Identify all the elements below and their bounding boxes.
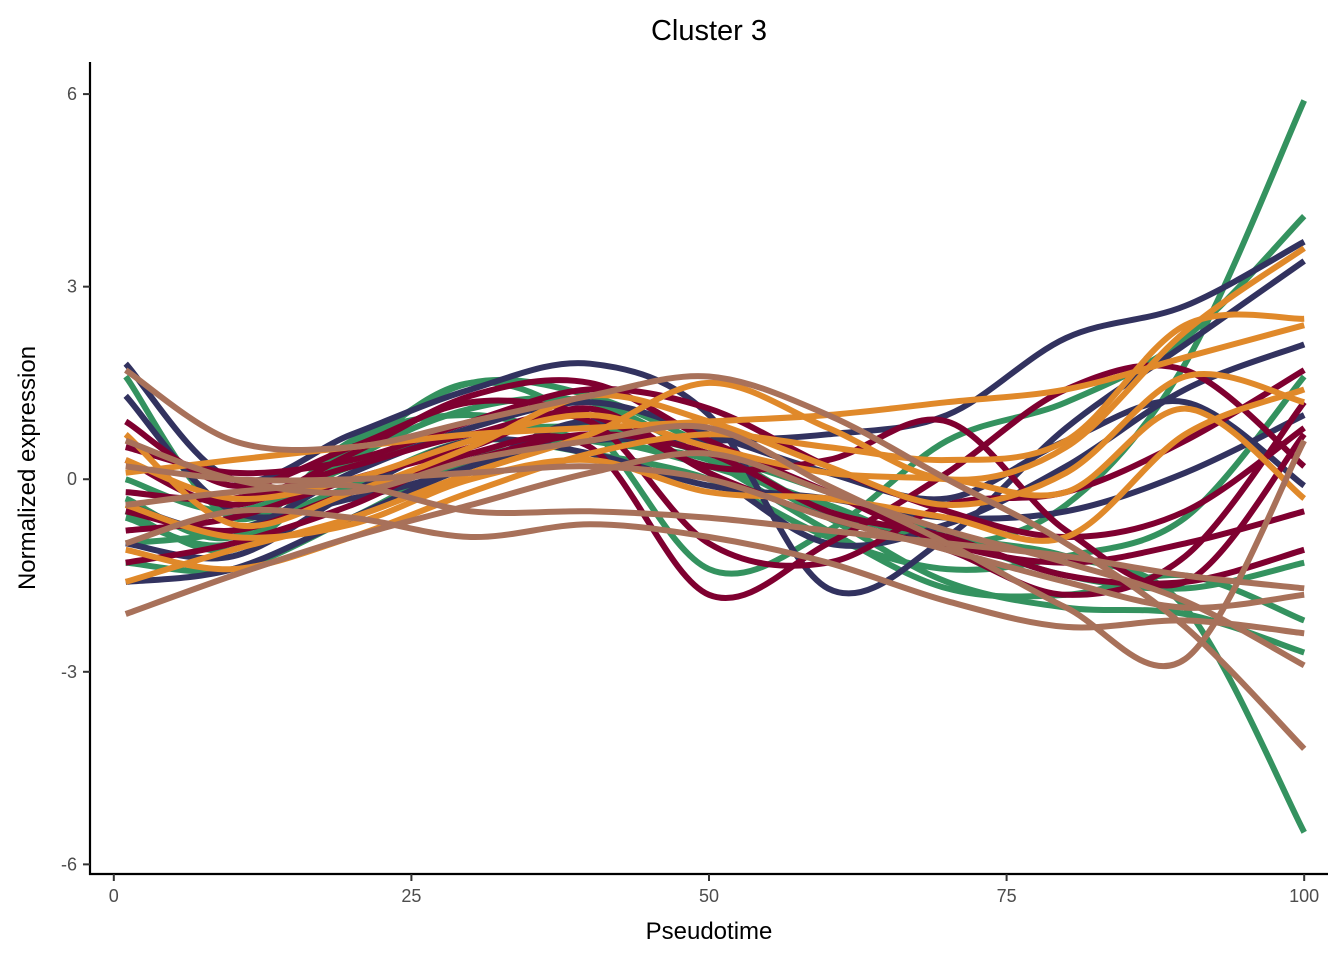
x-tick-label: 50 [699, 886, 719, 906]
x-tick-label: 25 [401, 886, 421, 906]
series-line-22 [123, 371, 1305, 530]
y-axis-title: Normalized expression [14, 346, 41, 590]
y-axis-ticks: 6 3 0 -3 -6 [61, 84, 90, 874]
series-line-25 [124, 386, 1306, 544]
y-tick-label: -6 [61, 854, 77, 874]
series-line-28 [125, 481, 1305, 592]
y-tick-label: 6 [67, 84, 77, 104]
series-line-21 [124, 245, 1306, 585]
x-axis-ticks: 0 25 50 75 100 [109, 874, 1319, 906]
series-line-29 [124, 422, 1307, 670]
series-line-11 [125, 412, 1306, 562]
x-axis-title: Pseudotime [646, 918, 773, 945]
y-tick-label: 0 [67, 469, 77, 489]
x-tick-label: 75 [997, 886, 1017, 906]
series-line-15 [124, 397, 1307, 589]
series-line-30 [124, 506, 1305, 637]
x-tick-label: 100 [1289, 886, 1319, 906]
x-tick-label: 0 [109, 886, 119, 906]
y-tick-label: -3 [61, 662, 77, 682]
series-lines [123, 99, 1307, 834]
series-line-27 [124, 450, 1306, 669]
series-line-31 [125, 463, 1305, 611]
series-line-14 [125, 367, 1306, 569]
y-tick-label: 3 [67, 277, 77, 297]
chart-title: Cluster 3 [651, 15, 767, 47]
series-line-18 [124, 386, 1306, 541]
series-line-16 [125, 362, 1307, 602]
